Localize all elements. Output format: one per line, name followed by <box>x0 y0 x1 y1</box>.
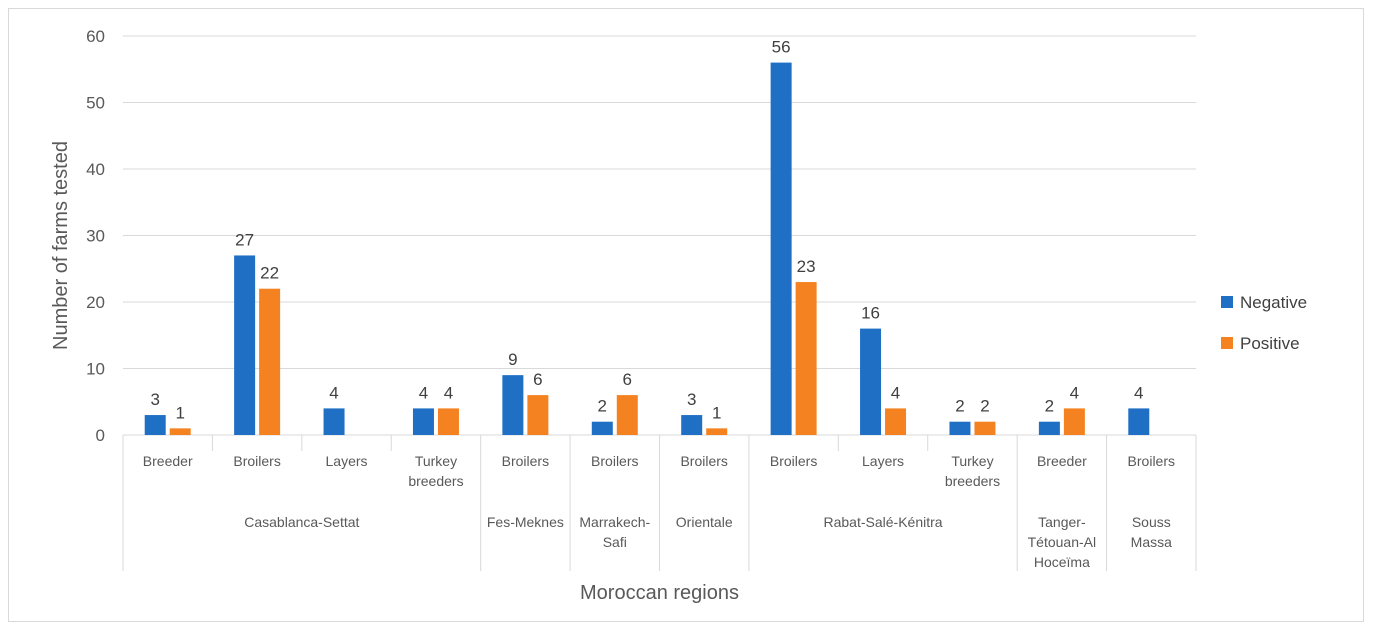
data-label: 9 <box>508 350 517 369</box>
legend-item-positive: Positive <box>1221 334 1300 353</box>
region-label: Marrakech- <box>579 514 650 530</box>
region-label: Fes-Meknes <box>487 514 564 530</box>
data-label: 2 <box>1045 397 1054 416</box>
category-label: Broilers <box>233 453 280 469</box>
legend-label: Negative <box>1240 293 1307 312</box>
data-label: 4 <box>1134 383 1143 402</box>
category-label: Broilers <box>1128 453 1175 469</box>
legend-item-negative: Negative <box>1221 293 1307 312</box>
positive-bar <box>706 428 728 435</box>
negative-bar <box>591 421 613 435</box>
region-label: Tanger- <box>1038 514 1086 530</box>
category-label: Broilers <box>770 453 817 469</box>
data-label: 27 <box>235 230 254 249</box>
negative-bar <box>860 328 882 435</box>
data-label: 6 <box>623 370 632 389</box>
region-label: Safi <box>603 534 627 550</box>
y-tick-label: 40 <box>86 160 105 179</box>
category-axis: Breeder Broilers Layers Turkey breeders Casab… <box>122 435 1197 571</box>
positive-bar <box>259 288 281 435</box>
negative-bar <box>412 408 434 435</box>
category-label: Broilers <box>591 453 638 469</box>
positive-bar <box>437 408 459 435</box>
region-label: Orientale <box>676 514 733 530</box>
region-label: Hoceïma <box>1034 554 1090 570</box>
negative-bar <box>770 62 792 435</box>
positive-bar <box>885 408 907 435</box>
data-label: 22 <box>260 264 279 283</box>
data-label: 4 <box>1070 383 1079 402</box>
negative-bar <box>502 375 524 435</box>
positive-bar <box>974 421 996 435</box>
region-label: Souss <box>1132 514 1171 530</box>
y-tick-label: 20 <box>86 293 105 312</box>
legend: Negative Positive <box>1221 293 1307 353</box>
positive-bar <box>527 395 549 435</box>
positive-bar <box>795 282 817 435</box>
category-label: Layers <box>326 453 368 469</box>
legend-label: Positive <box>1240 334 1300 353</box>
data-label: 6 <box>533 370 542 389</box>
data-label: 2 <box>980 397 989 416</box>
category-label: Broilers <box>680 453 727 469</box>
region-label: Rabat-Salé-Kénitra <box>824 514 943 530</box>
y-tick-label: 60 <box>86 27 105 46</box>
positive-bar <box>616 395 638 435</box>
region-label: Casablanca-Settat <box>244 514 359 530</box>
data-label: 16 <box>861 304 880 323</box>
data-label: 1 <box>712 403 721 422</box>
positive-bar <box>169 428 191 435</box>
y-tick-label: 50 <box>86 94 105 113</box>
gridlines <box>123 35 1196 369</box>
data-label: 4 <box>444 383 453 402</box>
y-tick-label: 10 <box>86 360 105 379</box>
data-label: 2 <box>598 397 607 416</box>
y-tick-label: 30 <box>86 227 105 246</box>
negative-bar <box>1128 408 1150 435</box>
negative-bar <box>234 255 256 435</box>
data-label: 3 <box>687 390 696 409</box>
data-label: 56 <box>772 38 791 57</box>
category-label: Breeder <box>143 453 193 469</box>
category-label: breeders <box>408 473 463 489</box>
chart-frame: 0 10 20 30 40 50 60 3 1 27 22 4 4 4 9 6 2 6 3 1 56 23 16 4 2 2 2 4… <box>8 8 1364 622</box>
y-axis-title: Number of farms tested <box>50 141 72 350</box>
category-label: Turkey <box>951 453 993 469</box>
data-label: 2 <box>955 397 964 416</box>
data-label: 1 <box>175 403 184 422</box>
negative-bar <box>681 415 703 435</box>
negative-bar <box>1038 421 1060 435</box>
y-tick-label: 0 <box>96 426 105 445</box>
data-label: 3 <box>150 390 159 409</box>
data-label: 23 <box>797 257 816 276</box>
data-label: 4 <box>419 383 428 402</box>
negative-bar <box>144 415 166 435</box>
data-label: 4 <box>329 383 338 402</box>
category-label: Breeder <box>1037 453 1087 469</box>
negative-bar <box>323 408 345 435</box>
region-label: Tétouan-Al <box>1028 534 1096 550</box>
category-label: Turkey <box>415 453 457 469</box>
category-label: Broilers <box>502 453 549 469</box>
negative-bar <box>949 421 971 435</box>
bars <box>144 62 1150 435</box>
x-axis-title: Moroccan regions <box>580 582 739 604</box>
region-label: Massa <box>1131 534 1172 550</box>
category-label: Layers <box>862 453 904 469</box>
category-label: breeders <box>945 473 1000 489</box>
positive-bar <box>1063 408 1085 435</box>
positive-swatch <box>1221 337 1233 349</box>
negative-swatch <box>1221 296 1233 308</box>
data-label: 4 <box>891 383 900 402</box>
